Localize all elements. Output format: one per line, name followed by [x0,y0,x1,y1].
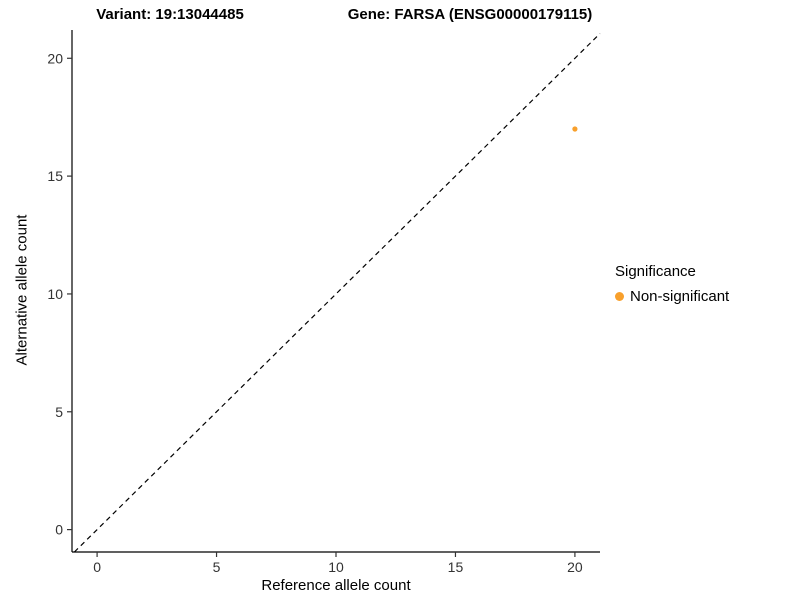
y-tick-label: 10 [47,286,63,302]
plot-title-gene: Gene: FARSA (ENSG00000179115) [347,6,593,23]
x-tick-label: 20 [567,559,583,575]
legend-entry-label: Non-significant [630,288,730,305]
plot-title-variant: Variant: 19:13044485 [96,6,244,23]
x-tick-label: 0 [93,559,101,575]
y-tick-label: 20 [47,50,63,66]
x-tick-label: 10 [328,559,344,575]
legend-entry: Non-significant [615,288,729,305]
legend-title: Significance [615,263,696,280]
y-tick-label: 15 [47,168,63,184]
identity-reference-line [73,33,601,553]
x-tick-label: 15 [448,559,464,575]
y-tick-label: 5 [55,404,63,420]
y-tick-label: 0 [55,522,63,538]
y-axis-label: Alternative allele count [13,214,31,366]
legend: Significance Non-significant [615,263,729,305]
legend-key-dot-icon [615,292,624,301]
x-axis-label: Reference allele count [261,577,411,594]
data-point [572,126,578,132]
x-tick-label: 5 [213,559,221,575]
